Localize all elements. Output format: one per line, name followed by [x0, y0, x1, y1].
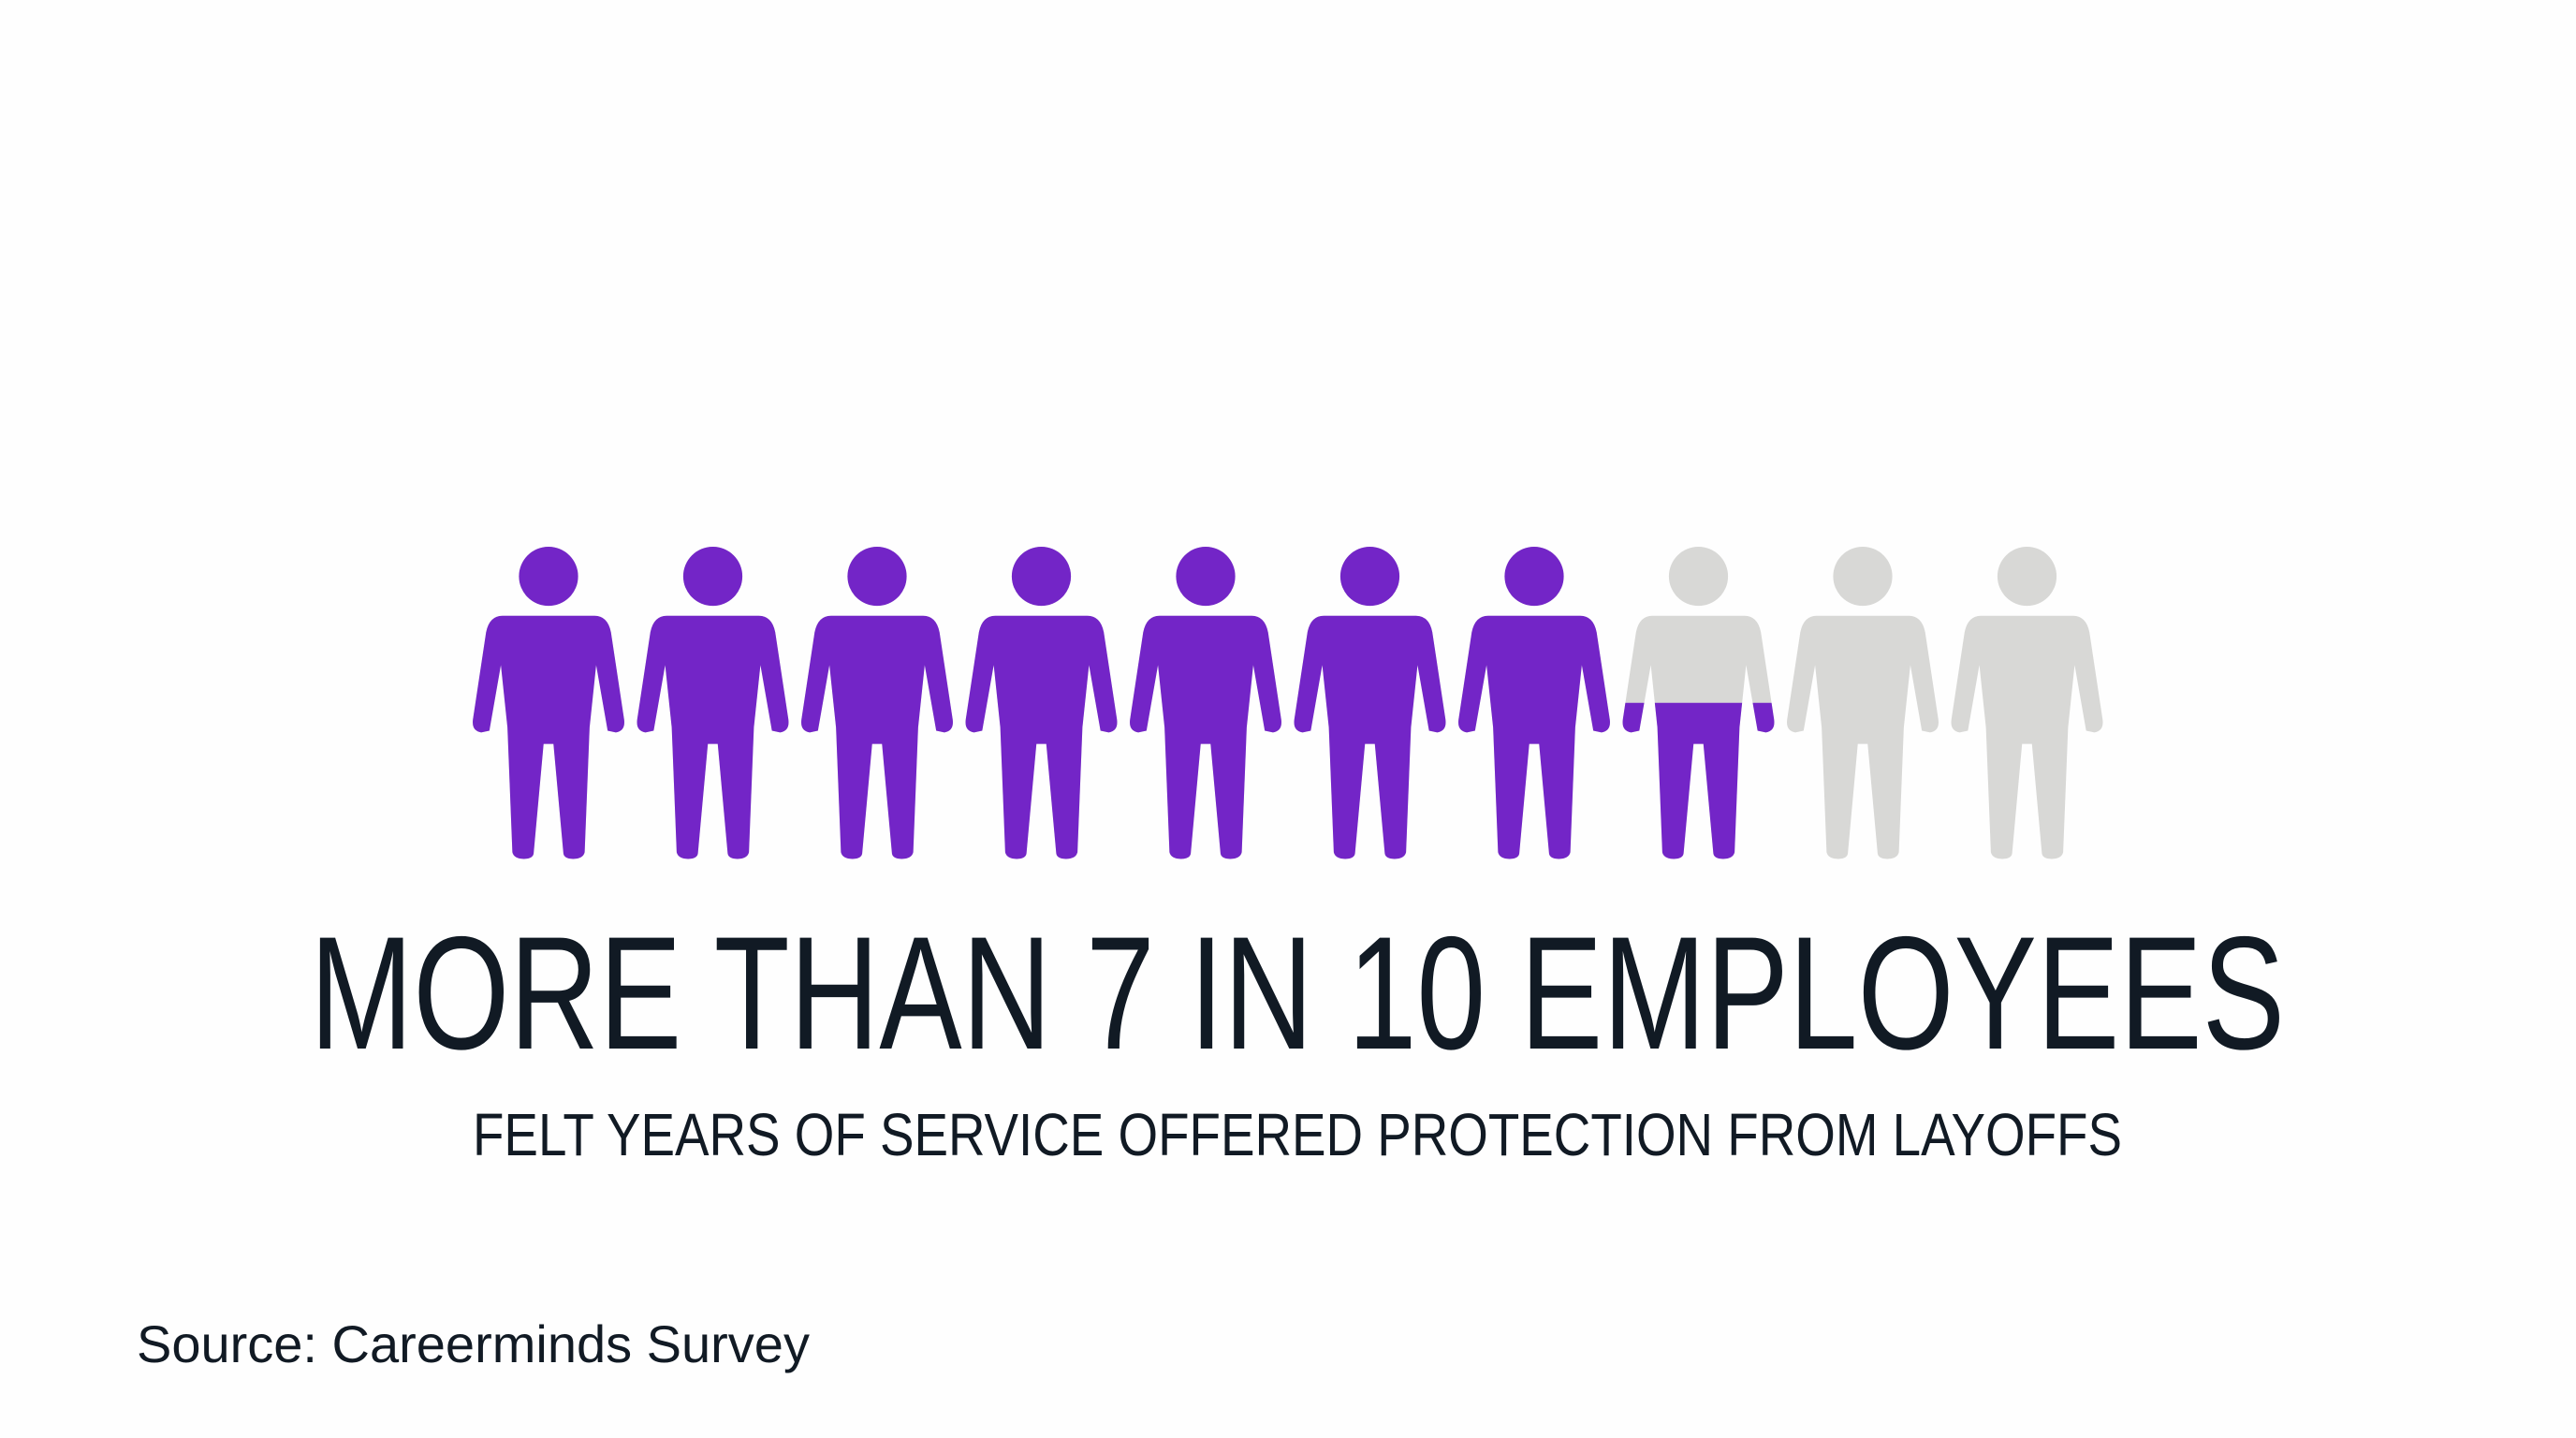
icon-filled [1458, 547, 1610, 859]
icon-filled [473, 547, 624, 859]
source-note: Source: Careerminds Survey [137, 1314, 810, 1373]
person-icon [1787, 547, 1939, 859]
person-icon [473, 547, 624, 859]
icon-empty [1787, 547, 1939, 859]
person-icon [1458, 547, 1610, 859]
icon-filled [1294, 547, 1446, 859]
icon-filled [1622, 702, 1775, 859]
icon-filled [965, 547, 1118, 859]
chart-title: MORE THAN 7 IN 10 EMPLOYEES [310, 903, 2285, 1083]
icon-filled [637, 547, 789, 859]
person-icon [1951, 547, 2103, 859]
icon-filled [801, 547, 953, 859]
person-icon [1294, 547, 1446, 859]
person-icon [637, 547, 789, 859]
person-icon [965, 547, 1118, 859]
chart-subtitle: FELT YEARS OF SERVICE OFFERED PROTECTION… [473, 1101, 2122, 1168]
pictograph [473, 547, 2103, 859]
icon-filled [1130, 547, 1281, 859]
icon-empty [1951, 547, 2103, 859]
person-icon [1130, 547, 1281, 859]
person-icon [1622, 547, 1775, 859]
person-icon [801, 547, 953, 859]
